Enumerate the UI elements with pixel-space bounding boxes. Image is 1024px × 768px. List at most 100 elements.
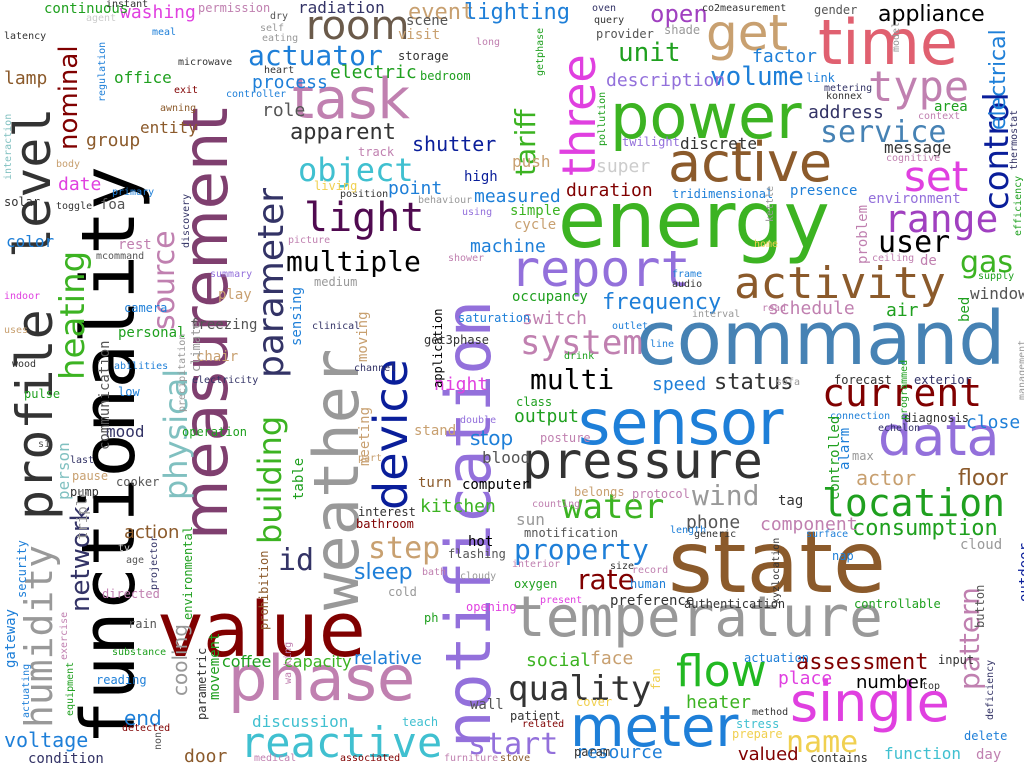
word-body: body bbox=[56, 159, 81, 170]
word-end: end bbox=[124, 706, 162, 730]
word-connection: connection bbox=[830, 411, 891, 422]
word-open: open bbox=[650, 0, 708, 28]
word-bathroom: bathroom bbox=[356, 517, 414, 531]
word-interior: interior bbox=[512, 559, 561, 570]
word-scene: scene bbox=[406, 13, 449, 29]
word-regulation: regulation bbox=[97, 41, 108, 102]
word-heart: heart bbox=[264, 65, 295, 76]
word-cognitive: cognitive bbox=[886, 153, 941, 164]
word-track: track bbox=[358, 145, 395, 159]
word-door: door bbox=[184, 746, 228, 767]
word-duration: duration bbox=[566, 180, 653, 201]
word-tv: tv bbox=[118, 543, 131, 554]
word-top: top bbox=[922, 681, 941, 692]
word-non: non bbox=[153, 731, 164, 750]
word-medium: medium bbox=[314, 275, 358, 289]
word-dry: dry bbox=[270, 11, 289, 22]
word-environmental: environmental bbox=[181, 526, 195, 620]
word-current: current bbox=[822, 371, 983, 415]
word-controllable: controllable bbox=[854, 597, 941, 611]
word-tridimensional: tridimensional bbox=[672, 187, 774, 201]
word-date: date bbox=[58, 174, 102, 195]
word-audio: audio bbox=[672, 279, 703, 290]
word-voltage: voltage bbox=[4, 728, 89, 752]
word-air: air bbox=[886, 300, 919, 321]
word-substance: substance bbox=[112, 647, 167, 658]
word-co2measurement: co2measurement bbox=[702, 3, 787, 14]
word-active: active bbox=[668, 131, 833, 194]
word-chair: chair bbox=[196, 349, 239, 365]
word-uses: uses bbox=[4, 325, 29, 336]
word-self: self bbox=[260, 23, 285, 34]
word-exit: exit bbox=[174, 85, 199, 96]
word-protocol: protocol bbox=[632, 487, 690, 501]
word-kettle: kettle bbox=[765, 185, 776, 222]
word-source: source bbox=[147, 230, 182, 330]
word-shade: shade bbox=[664, 23, 701, 37]
word-computer: computer bbox=[462, 477, 530, 493]
word-stove: stove bbox=[500, 753, 531, 764]
word-link: link bbox=[806, 71, 835, 85]
word-machine: machine bbox=[470, 236, 546, 257]
word-method: method bbox=[752, 707, 789, 718]
word-switch: switch bbox=[522, 308, 588, 329]
word-walking: walking bbox=[283, 641, 294, 684]
word-energy: energy bbox=[558, 176, 830, 266]
word-s1: s1 bbox=[38, 439, 51, 450]
word-param: param bbox=[574, 745, 611, 759]
word-xyzlocation: xyzlocation bbox=[771, 537, 782, 604]
word-security: security bbox=[15, 540, 29, 598]
word-storage: storage bbox=[398, 49, 449, 63]
word-shower: shower bbox=[448, 253, 485, 264]
word-id: id bbox=[278, 543, 315, 578]
word-getphase: getphase bbox=[535, 27, 546, 76]
word-blood: blood bbox=[482, 448, 531, 467]
word-simple: simple bbox=[510, 203, 561, 219]
word-indoor: indoor bbox=[4, 291, 41, 302]
word-communication: communication bbox=[97, 340, 113, 450]
word-parametric: parametric bbox=[195, 647, 209, 720]
word-triple: triple bbox=[75, 489, 91, 540]
word-rest: rest bbox=[118, 237, 152, 253]
word-condition: condition bbox=[28, 751, 104, 767]
word-lamp: lamp bbox=[4, 68, 48, 89]
word-teach: teach bbox=[402, 715, 439, 729]
word-discrete: discrete bbox=[680, 134, 758, 153]
word-drink: drink bbox=[564, 351, 595, 362]
word-role: role bbox=[262, 100, 306, 121]
word-delete: delete bbox=[964, 729, 1008, 743]
word-detected: detected bbox=[122, 723, 171, 734]
word-assessment: assessment bbox=[796, 650, 929, 675]
word-schedule: schedule bbox=[768, 298, 855, 319]
word-gas: gas bbox=[960, 245, 1014, 280]
word-apparent: apparent bbox=[290, 120, 396, 145]
word-type: type bbox=[868, 62, 970, 111]
word-outlet: outlet bbox=[612, 321, 649, 332]
word-point: point bbox=[388, 178, 443, 199]
word-equipment: equipment bbox=[65, 661, 76, 716]
word-area: area bbox=[934, 99, 968, 115]
word-stand: stand bbox=[414, 423, 457, 439]
word-capacity: capacity bbox=[284, 652, 352, 671]
word-turn: turn bbox=[418, 475, 452, 491]
word-actuation: actuation bbox=[744, 651, 810, 665]
word-twilight: twilight bbox=[622, 135, 680, 149]
word-interest: interest bbox=[358, 505, 416, 519]
word-cycle: cycle bbox=[514, 217, 557, 233]
word-size: size bbox=[610, 561, 635, 572]
word-lighting: lighting bbox=[464, 0, 570, 25]
word-clinical: clinical bbox=[312, 321, 361, 332]
word-pulse: pulse bbox=[24, 387, 61, 401]
word-cold: cold bbox=[388, 585, 417, 599]
word-cover: cover bbox=[576, 695, 613, 709]
word-controlled: controlled bbox=[827, 415, 843, 500]
word-outdoor: outdoor bbox=[1017, 542, 1024, 602]
word-interval: interval bbox=[692, 309, 741, 320]
word-water: water bbox=[562, 487, 665, 527]
word-ceiling: ceiling bbox=[872, 253, 915, 264]
word-double: double bbox=[460, 415, 497, 426]
word-position: position bbox=[340, 189, 389, 200]
word-continuous: continuous bbox=[44, 1, 129, 17]
word-ph: ph bbox=[424, 611, 439, 625]
word-cooker: cooker bbox=[116, 475, 160, 489]
